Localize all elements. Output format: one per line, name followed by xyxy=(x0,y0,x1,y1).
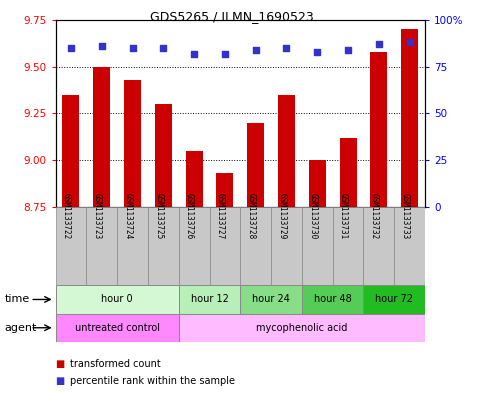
Bar xyxy=(56,207,86,285)
Text: GSM1133728: GSM1133728 xyxy=(247,193,256,239)
Bar xyxy=(62,95,79,207)
Bar xyxy=(309,160,326,207)
Bar xyxy=(93,67,110,207)
Bar xyxy=(210,207,240,285)
Point xyxy=(98,43,106,49)
Bar xyxy=(124,80,141,207)
Point xyxy=(221,50,229,57)
Bar xyxy=(364,285,425,314)
Bar xyxy=(179,285,240,314)
Text: transformed count: transformed count xyxy=(70,358,161,369)
Bar xyxy=(155,104,172,207)
Text: hour 12: hour 12 xyxy=(191,294,228,305)
Bar xyxy=(370,52,387,207)
Text: GSM1133725: GSM1133725 xyxy=(154,193,163,239)
Text: GSM1133733: GSM1133733 xyxy=(400,193,410,239)
Bar xyxy=(117,207,148,285)
Text: agent: agent xyxy=(5,323,37,333)
Text: ■: ■ xyxy=(56,358,65,369)
Text: hour 72: hour 72 xyxy=(375,294,413,305)
Text: GSM1133730: GSM1133730 xyxy=(308,193,317,239)
Text: GSM1133722: GSM1133722 xyxy=(62,193,71,239)
Text: GSM1133726: GSM1133726 xyxy=(185,193,194,239)
Text: GSM1133724: GSM1133724 xyxy=(124,193,132,239)
Bar xyxy=(240,285,302,314)
Point xyxy=(159,45,167,51)
Bar xyxy=(278,95,295,207)
Bar xyxy=(56,285,179,314)
Point xyxy=(406,39,413,46)
Text: time: time xyxy=(5,294,30,305)
Bar xyxy=(56,314,179,342)
Bar xyxy=(216,173,233,207)
Text: GSM1133731: GSM1133731 xyxy=(339,193,348,239)
Point xyxy=(344,47,352,53)
Text: GDS5265 / ILMN_1690523: GDS5265 / ILMN_1690523 xyxy=(150,10,314,23)
Bar xyxy=(340,138,356,207)
Bar xyxy=(148,207,179,285)
Bar xyxy=(364,207,394,285)
Bar xyxy=(247,123,264,207)
Bar xyxy=(271,207,302,285)
Bar xyxy=(401,29,418,207)
Text: GSM1133723: GSM1133723 xyxy=(93,193,102,239)
Point xyxy=(375,41,383,48)
Point xyxy=(313,49,321,55)
Bar xyxy=(302,207,333,285)
Text: hour 48: hour 48 xyxy=(314,294,352,305)
Text: hour 0: hour 0 xyxy=(101,294,133,305)
Text: hour 24: hour 24 xyxy=(252,294,290,305)
Text: ■: ■ xyxy=(56,376,65,386)
Point xyxy=(190,50,198,57)
Bar xyxy=(394,207,425,285)
Point xyxy=(67,45,75,51)
Text: GSM1133729: GSM1133729 xyxy=(277,193,286,239)
Bar xyxy=(185,151,202,207)
Bar xyxy=(179,207,210,285)
Point xyxy=(252,47,259,53)
Text: GSM1133727: GSM1133727 xyxy=(216,193,225,239)
Bar xyxy=(302,285,364,314)
Bar xyxy=(86,207,117,285)
Text: GSM1133732: GSM1133732 xyxy=(370,193,379,239)
Bar xyxy=(240,207,271,285)
Point xyxy=(283,45,290,51)
Point xyxy=(128,45,136,51)
Bar xyxy=(333,207,364,285)
Bar xyxy=(179,314,425,342)
Text: untreated control: untreated control xyxy=(75,323,159,333)
Text: percentile rank within the sample: percentile rank within the sample xyxy=(70,376,235,386)
Text: mycophenolic acid: mycophenolic acid xyxy=(256,323,348,333)
